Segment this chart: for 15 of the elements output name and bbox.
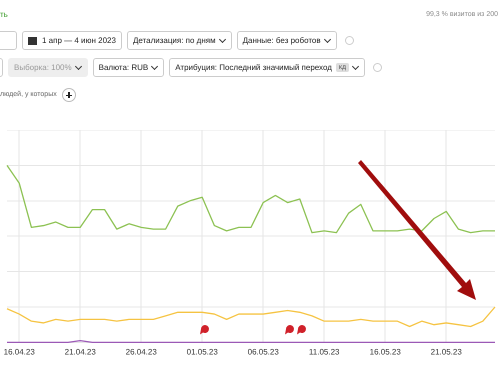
text: Выборка: 100% bbox=[14, 63, 72, 72]
text: Данные: без роботов bbox=[242, 36, 321, 45]
x-tick-label: 21.04.23 bbox=[64, 347, 96, 356]
x-tick-label: 26.04.23 bbox=[126, 347, 158, 356]
x-tick-label: 16.04.23 bbox=[4, 347, 36, 356]
x-tick-label: 16.05.23 bbox=[370, 347, 402, 356]
x-tick-label: 21.05.23 bbox=[430, 347, 462, 356]
x-tick-label: 01.05.23 bbox=[186, 347, 218, 356]
text: ть bbox=[0, 10, 8, 19]
text: Валюта: RUB bbox=[98, 63, 148, 72]
x-tick-label: 06.05.23 bbox=[248, 347, 280, 356]
text: Детализация: по дням bbox=[132, 36, 216, 45]
text: Атрибуция: Последний значимый переход bbox=[175, 63, 332, 72]
x-tick-label: 11.05.23 bbox=[308, 347, 340, 356]
text: 1 апр — 4 июн 2023 bbox=[42, 36, 116, 45]
